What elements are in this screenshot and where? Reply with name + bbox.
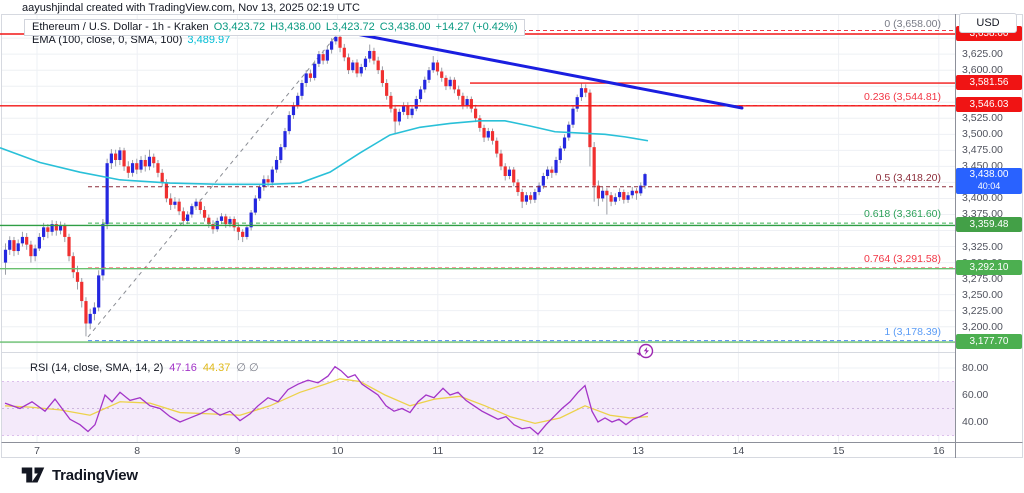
symbol-title: Ethereum / U.S. Dollar - 1h - Kraken [32, 21, 209, 33]
price-badge-3,581.56: 3,581.56 [956, 74, 1022, 90]
price-badge-3,546.03: 3,546.03 [956, 97, 1022, 113]
ema-line [0, 120, 649, 186]
rsi-legend-value: 47.16 [169, 362, 197, 374]
rsi-axis-label: 80.00 [962, 362, 989, 374]
tradingview-logo[interactable]: TradingView [20, 466, 138, 484]
credit-text: aayushjindal created with TradingView.co… [22, 2, 360, 14]
fib-label-0.618: 0.618 (3,361.60) [863, 208, 941, 221]
chart-frame: Ethereum / U.S. Dollar - 1h - Kraken O3,4… [0, 13, 1023, 458]
ohlc-values: O3,423.72 H3,438.00 L3,423.72 C3,438.00 +14.… [209, 21, 518, 33]
badge-countdown: 40:04 [977, 181, 1001, 192]
price-badge-3,177.70: 3,177.70 [956, 333, 1022, 349]
price-axis-label: 3,275.00 [962, 272, 1003, 285]
rsi-axis-label: 60.00 [962, 389, 989, 401]
price-badge-3,359.48: 3,359.48 [956, 216, 1022, 232]
ohlc-high: H3,438.00 [270, 21, 321, 33]
rsi-legend[interactable]: RSI (14, close, SMA, 14, 2) 47.16 44.37 ∅ ∅ [30, 361, 259, 374]
time-axis-label-9: 9 [234, 445, 241, 457]
flash-drawing-icon [636, 343, 654, 359]
badge-price: 3,438.00 [969, 169, 1009, 181]
price-axis-label: 3,600.00 [962, 64, 1003, 77]
ohlc-open: O3,423.72 [213, 21, 266, 33]
fib-label-0.5: 0.5 (3,418.20) [875, 171, 941, 184]
fib-label-1: 1 (3,178.39) [884, 325, 941, 338]
price-axis-label: 3,475.00 [962, 144, 1003, 157]
ohlc-change: +14.27 (+0.42%) [435, 21, 518, 33]
price-axis-label: 3,200.00 [962, 320, 1003, 333]
currency-usd-button[interactable]: USD [959, 13, 1017, 33]
time-axis-label-8: 8 [134, 445, 141, 457]
time-axis-label-11: 11 [432, 445, 444, 457]
symbol-legend[interactable]: Ethereum / U.S. Dollar - 1h - Kraken O3,4… [24, 19, 526, 36]
time-axis-label-14: 14 [732, 445, 745, 457]
time-axis-label-16: 16 [932, 445, 945, 457]
price-axis-label: 3,500.00 [962, 128, 1003, 141]
badge-price: 3,546.03 [969, 99, 1009, 111]
badge-price: 3,581.56 [969, 76, 1009, 88]
rsi-axis-label: 40.00 [962, 416, 989, 428]
price-badge-3,438.00: 3,438.00 40:04 [956, 168, 1022, 195]
rsi-ma-value: 44.37 [202, 362, 231, 374]
rsi-legend-title: RSI (14, close, SMA, 14, 2) [30, 362, 164, 374]
ema-legend[interactable]: EMA (100, close, 0, SMA, 100) 3,489.97 [32, 34, 230, 46]
ohlc-low: L3,423.72 [325, 21, 375, 33]
rsi-line [4, 365, 649, 436]
rsi-ma-line [4, 378, 649, 425]
badge-price: 3,658.00 [969, 27, 1009, 39]
tradingview-logo-text: TradingView [52, 466, 138, 484]
ema-legend-title: EMA (100, close, 0, SMA, 100) [32, 34, 183, 46]
fib-label-0.764: 0.764 (3,291.58) [863, 252, 941, 265]
ema-legend-value: 3,489.97 [187, 34, 231, 46]
time-axis-label-10: 10 [331, 445, 344, 457]
fib-label-0.236: 0.236 (3,544.81) [863, 90, 941, 103]
badge-price: 3,292.10 [969, 262, 1009, 274]
ohlc-close: C3,438.00 [379, 21, 431, 33]
badge-price: 3,359.48 [969, 218, 1009, 230]
price-axis-label: 3,400.00 [962, 192, 1003, 205]
resistance-trendline [339, 29, 744, 110]
price-axis-label: 3,325.00 [962, 240, 1003, 253]
badge-price: 3,177.70 [969, 335, 1009, 347]
rsi-band-values: ∅ ∅ [236, 362, 259, 374]
time-axis-label-13: 13 [632, 445, 645, 457]
fib-label-0: 0 (3,658.00) [884, 18, 941, 30]
price-axis-label: 3,225.00 [962, 304, 1003, 317]
time-axis-label-12: 12 [532, 445, 544, 457]
rally-trendline-dashed [87, 29, 342, 338]
time-axis-label-7: 7 [34, 445, 40, 457]
price-axis-label: 3,250.00 [962, 288, 1003, 301]
time-axis-label-15: 15 [832, 445, 845, 457]
price-axis-label: 3,525.00 [962, 112, 1003, 125]
price-badge-3,292.10: 3,292.10 [956, 260, 1022, 276]
tradingview-logo-icon [21, 467, 45, 483]
price-axis-label: 3,625.00 [962, 48, 1003, 61]
